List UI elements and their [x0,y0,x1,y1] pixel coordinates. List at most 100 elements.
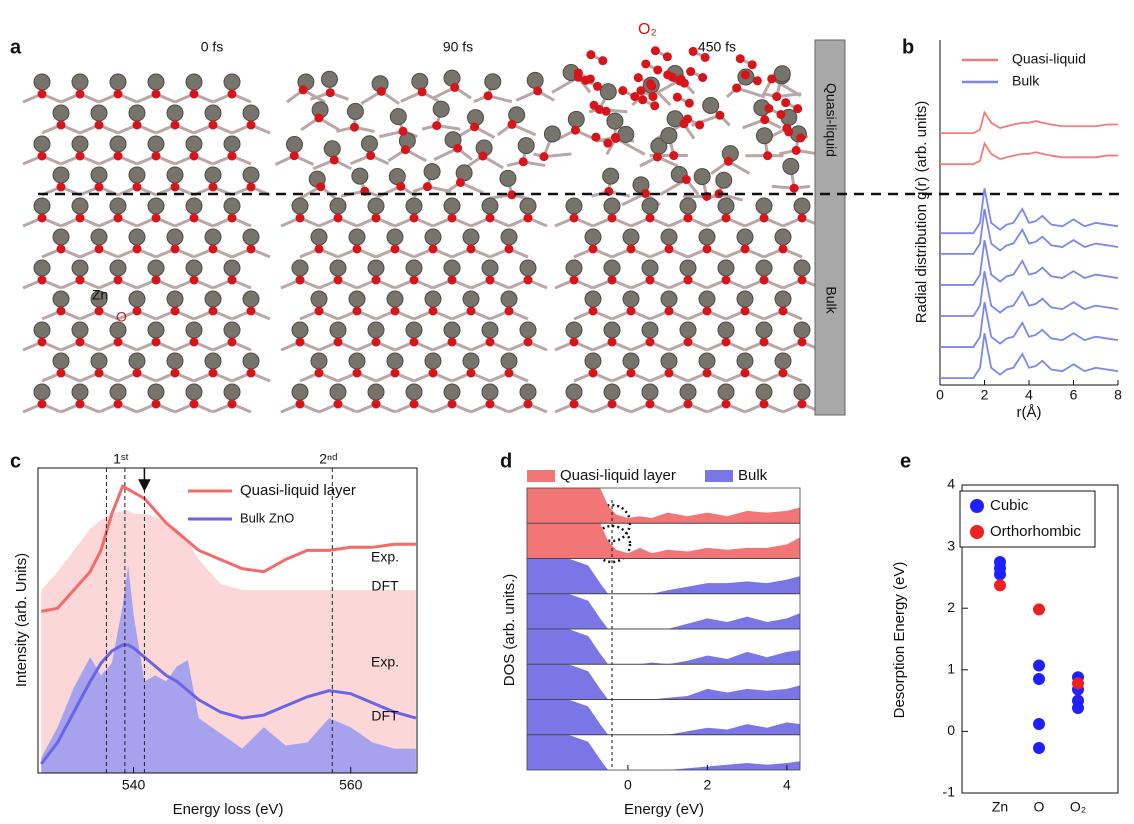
dos-area [527,700,800,735]
zn-atom [148,136,164,152]
o-atom [673,93,682,102]
zn-atom [482,322,498,338]
zn-atom [718,322,734,338]
zn-atom [444,322,460,338]
o-atom [152,276,161,285]
o-atom [570,338,579,347]
zn-atom [34,74,50,90]
zn-atom [794,198,810,214]
zn-atom [623,291,639,307]
o-atom [608,214,617,223]
o-atom [334,214,343,223]
zn-atom [148,198,164,214]
zn-atom [186,136,202,152]
o-atom [703,307,712,316]
o-atom [608,276,617,285]
annotation: Exp. [371,654,399,670]
zn-atom [148,384,164,400]
zn-atom [387,229,403,245]
o-atom [779,307,788,316]
o-atom [372,400,381,409]
zn-atom [349,229,365,245]
x-tick-label: 560 [339,777,363,793]
zn-atom [604,322,620,338]
o-atom [209,245,218,254]
zn-atom [463,353,479,369]
zn-atom [205,105,221,121]
o-atom [190,152,199,161]
zn-atom [110,74,126,90]
o-atom [353,245,362,254]
zn-atom [110,260,126,276]
o-atom [484,91,493,100]
zn-atom [205,353,221,369]
o-atom [95,245,104,254]
zn-atom [148,74,164,90]
zn-atom [794,260,810,276]
o-atom [76,90,85,99]
o-atom [38,338,47,347]
dos-area [527,559,800,594]
zn-atom [91,105,107,121]
o-atom [448,400,457,409]
o-atom [593,82,602,91]
o-atom [519,157,528,166]
o-atom [590,101,599,110]
o-atom [685,99,694,108]
y-tick-label: 0 [947,722,955,738]
zn-atom [243,105,259,121]
legend-label: Bulk [1012,73,1040,89]
zn-atom [699,353,715,369]
o-atom [581,76,590,85]
zn-atom [321,71,337,87]
o-atom [470,122,479,131]
data-point [1033,742,1045,754]
o-atom [689,47,698,56]
o-atom [638,95,647,104]
annotation: DFT [371,578,399,594]
zn-atom [186,74,202,90]
zn-atom [783,158,799,174]
zn-atom [205,167,221,183]
zn-atom [224,322,240,338]
zn-atom [129,105,145,121]
zn-atom [205,229,221,245]
o-atom [598,56,607,65]
region-label: Bulk [823,286,839,314]
o-atom [760,400,769,409]
atomic-structures [23,46,821,412]
o-atom [669,151,678,160]
o-atom [350,123,359,132]
zn-atom [34,322,50,338]
zn-atom [110,384,126,400]
o-atom [646,338,655,347]
zn-atom [347,103,363,119]
zn-atom [406,322,422,338]
data-point [1033,718,1045,730]
zn-atom [699,291,715,307]
o-atom [377,87,386,96]
panel-label: a [10,36,22,58]
zn-atom [694,169,710,185]
o-atom [114,152,123,161]
zn-atom [485,74,501,90]
dos-area [527,735,800,770]
zn-atom [330,384,346,400]
o-atom [798,338,807,347]
o-atom [524,214,533,223]
o-atom [602,107,611,116]
zn-atom [167,353,183,369]
dos-area [527,488,800,523]
zn-atom [501,291,517,307]
o-atom [95,307,104,316]
zn-atom [618,126,634,142]
o-atom [760,214,769,223]
o-atom [171,369,180,378]
zn-atom [585,353,601,369]
data-point [994,579,1006,591]
zn-atom [129,167,145,183]
o-atom [190,338,199,347]
o-atom [648,92,657,101]
o-atom [171,183,180,192]
y-tick-label: 4 [947,476,955,492]
